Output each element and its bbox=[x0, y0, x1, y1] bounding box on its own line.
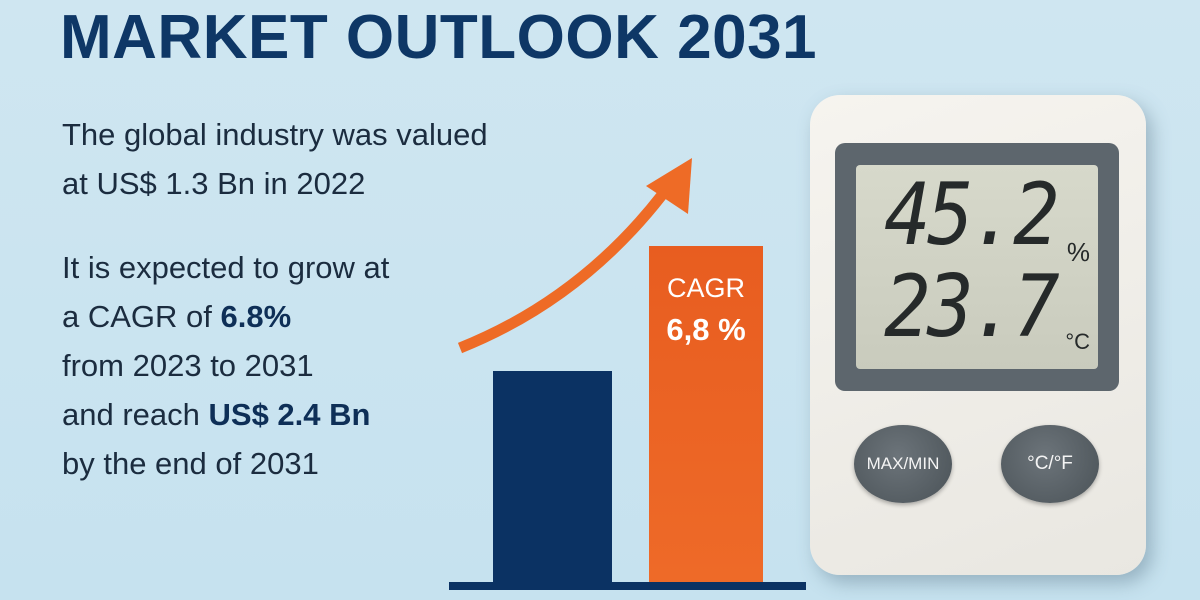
unit-toggle-button[interactable]: °C/°F bbox=[1001, 425, 1099, 503]
forecast-text: a CAGR of bbox=[62, 299, 221, 334]
humidity-reading: 45.2 bbox=[884, 165, 1060, 265]
hygrometer: 45.2 % 23.7 °C MAX/MIN °C/°F bbox=[810, 95, 1146, 575]
forecast-line: It is expected to grow at bbox=[62, 250, 390, 285]
max-min-button[interactable]: MAX/MIN bbox=[854, 425, 952, 503]
intro-line: The global industry was valued bbox=[62, 117, 488, 152]
chart-baseline bbox=[449, 582, 806, 590]
lcd-bezel: 45.2 % 23.7 °C bbox=[835, 143, 1119, 391]
page-title: MARKET OUTLOOK 2031 bbox=[60, 3, 818, 72]
temperature-unit: °C bbox=[1065, 329, 1090, 354]
intro-line: at US$ 1.3 Bn in 2022 bbox=[62, 166, 366, 201]
intro-paragraph: The global industry was valued at US$ 1.… bbox=[62, 110, 488, 208]
humidity-unit: % bbox=[1066, 237, 1090, 267]
cagr-label: CAGR bbox=[666, 273, 745, 303]
forecast-paragraph: It is expected to grow at a CAGR of 6.8%… bbox=[62, 243, 389, 488]
forecast-text: and reach bbox=[62, 397, 209, 432]
lcd-screen: 45.2 % 23.7 °C bbox=[856, 165, 1098, 369]
bar-2022 bbox=[493, 371, 612, 582]
forecast-line: from 2023 to 2031 bbox=[62, 348, 314, 383]
cagr-highlight: 6.8% bbox=[220, 299, 292, 334]
value-highlight: US$ 2.4 Bn bbox=[208, 397, 371, 432]
temperature-reading: 23.7 bbox=[884, 257, 1060, 357]
forecast-line: by the end of 2031 bbox=[62, 446, 319, 481]
forecast-line: a CAGR of 6.8% bbox=[62, 292, 389, 341]
forecast-line: and reach US$ 2.4 Bn bbox=[62, 390, 389, 439]
bar-2031: CAGR 6,8 % bbox=[649, 246, 763, 582]
cagr-value: 6,8 % bbox=[666, 312, 746, 347]
